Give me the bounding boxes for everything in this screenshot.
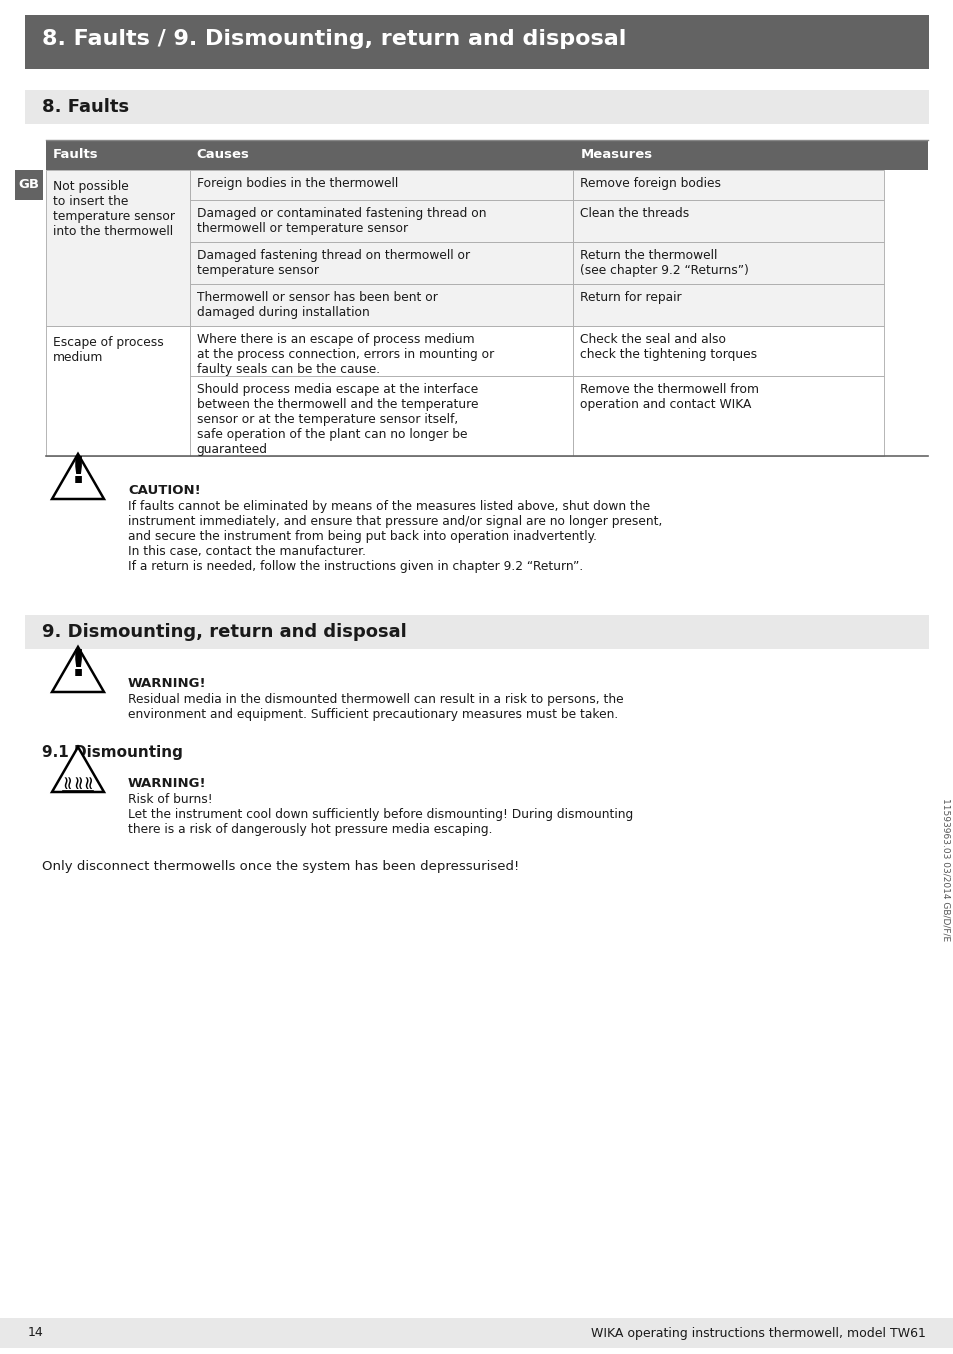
Text: !: ! — [70, 455, 87, 492]
Text: WIKA operating instructions thermowell, model TW61: WIKA operating instructions thermowell, … — [591, 1327, 925, 1339]
Bar — [190, 326, 573, 376]
Text: Damaged or contaminated fastening thread on
thermowell or temperature sensor: Damaged or contaminated fastening thread… — [196, 207, 486, 236]
Text: Where there is an escape of process medium
at the process connection, errors in : Where there is an escape of process medi… — [196, 333, 494, 376]
Bar — [190, 171, 573, 200]
Text: instrument immediately, and ensure that pressure and/or signal are no longer pre: instrument immediately, and ensure that … — [128, 515, 661, 528]
Text: there is a risk of dangerously hot pressure media escaping.: there is a risk of dangerously hot press… — [128, 823, 492, 835]
Text: Measures: Measures — [579, 148, 652, 161]
Bar — [46, 139, 927, 171]
Polygon shape — [52, 747, 104, 792]
Polygon shape — [52, 454, 104, 500]
Bar — [15, 171, 43, 200]
Text: Escape of process
medium: Escape of process medium — [53, 336, 164, 364]
Bar — [573, 242, 883, 284]
Bar — [25, 15, 928, 69]
Text: GB: GB — [18, 179, 39, 191]
Text: If a return is needed, follow the instructions given in chapter 9.2 “Return”.: If a return is needed, follow the instru… — [128, 561, 582, 573]
Polygon shape — [52, 647, 104, 692]
Bar — [573, 200, 883, 242]
Text: Not possible
to insert the
temperature sensor
into the thermowell: Not possible to insert the temperature s… — [53, 180, 174, 238]
Text: 8. Faults: 8. Faults — [42, 97, 129, 116]
Text: Faults: Faults — [53, 148, 98, 161]
Text: Only disconnect thermowells once the system has been depressurised!: Only disconnect thermowells once the sys… — [42, 860, 518, 873]
Text: CAUTION!: CAUTION! — [128, 483, 200, 497]
Text: Return the thermowell
(see chapter 9.2 “Returns”): Return the thermowell (see chapter 9.2 “… — [579, 249, 748, 278]
Bar — [573, 284, 883, 326]
Text: WARNING!: WARNING! — [128, 677, 207, 691]
Text: Residual media in the dismounted thermowell can result in a risk to persons, the: Residual media in the dismounted thermow… — [128, 693, 623, 705]
Bar — [190, 284, 573, 326]
Text: 11593963.03 03/2014 GB/D/F/E: 11593963.03 03/2014 GB/D/F/E — [941, 799, 949, 941]
Text: 9. Dismounting, return and disposal: 9. Dismounting, return and disposal — [42, 623, 406, 640]
Text: Damaged fastening thread on thermowell or
temperature sensor: Damaged fastening thread on thermowell o… — [196, 249, 470, 278]
Text: !: ! — [70, 649, 87, 684]
Text: Risk of burns!: Risk of burns! — [128, 793, 213, 806]
Bar — [573, 376, 883, 456]
Bar — [25, 89, 928, 125]
Text: ≈: ≈ — [58, 773, 77, 789]
Text: Remove foreign bodies: Remove foreign bodies — [579, 177, 720, 190]
Text: ≈: ≈ — [79, 773, 98, 789]
Text: WARNING!: WARNING! — [128, 777, 207, 789]
Bar — [46, 171, 190, 326]
Text: 9.1 Dismounting: 9.1 Dismounting — [42, 745, 183, 760]
Text: 14: 14 — [28, 1326, 44, 1339]
Bar — [0, 1317, 953, 1349]
Text: and secure the instrument from being put back into operation inadvertently.: and secure the instrument from being put… — [128, 529, 597, 543]
Bar — [573, 326, 883, 376]
Text: 8. Faults / 9. Dismounting, return and disposal: 8. Faults / 9. Dismounting, return and d… — [42, 28, 626, 49]
Text: environment and equipment. Sufficient precautionary measures must be taken.: environment and equipment. Sufficient pr… — [128, 708, 618, 720]
Text: Remove the thermowell from
operation and contact WIKA: Remove the thermowell from operation and… — [579, 383, 759, 412]
Text: Check the seal and also
check the tightening torques: Check the seal and also check the tighte… — [579, 333, 757, 362]
Bar — [46, 326, 190, 456]
Text: Causes: Causes — [196, 148, 250, 161]
Text: Thermowell or sensor has been bent or
damaged during installation: Thermowell or sensor has been bent or da… — [196, 291, 437, 320]
Text: ≈: ≈ — [69, 773, 88, 789]
Text: If faults cannot be eliminated by means of the measures listed above, shut down : If faults cannot be eliminated by means … — [128, 500, 649, 513]
Text: Return for repair: Return for repair — [579, 291, 681, 305]
Bar — [190, 200, 573, 242]
Bar — [573, 171, 883, 200]
Bar — [190, 242, 573, 284]
Text: Should process media escape at the interface
between the thermowell and the temp: Should process media escape at the inter… — [196, 383, 477, 456]
Text: Let the instrument cool down sufficiently before dismounting! During dismounting: Let the instrument cool down sufficientl… — [128, 808, 633, 821]
Text: In this case, contact the manufacturer.: In this case, contact the manufacturer. — [128, 546, 366, 558]
Bar — [25, 615, 928, 649]
Text: Clean the threads: Clean the threads — [579, 207, 689, 219]
Text: Foreign bodies in the thermowell: Foreign bodies in the thermowell — [196, 177, 397, 190]
Bar — [190, 376, 573, 456]
